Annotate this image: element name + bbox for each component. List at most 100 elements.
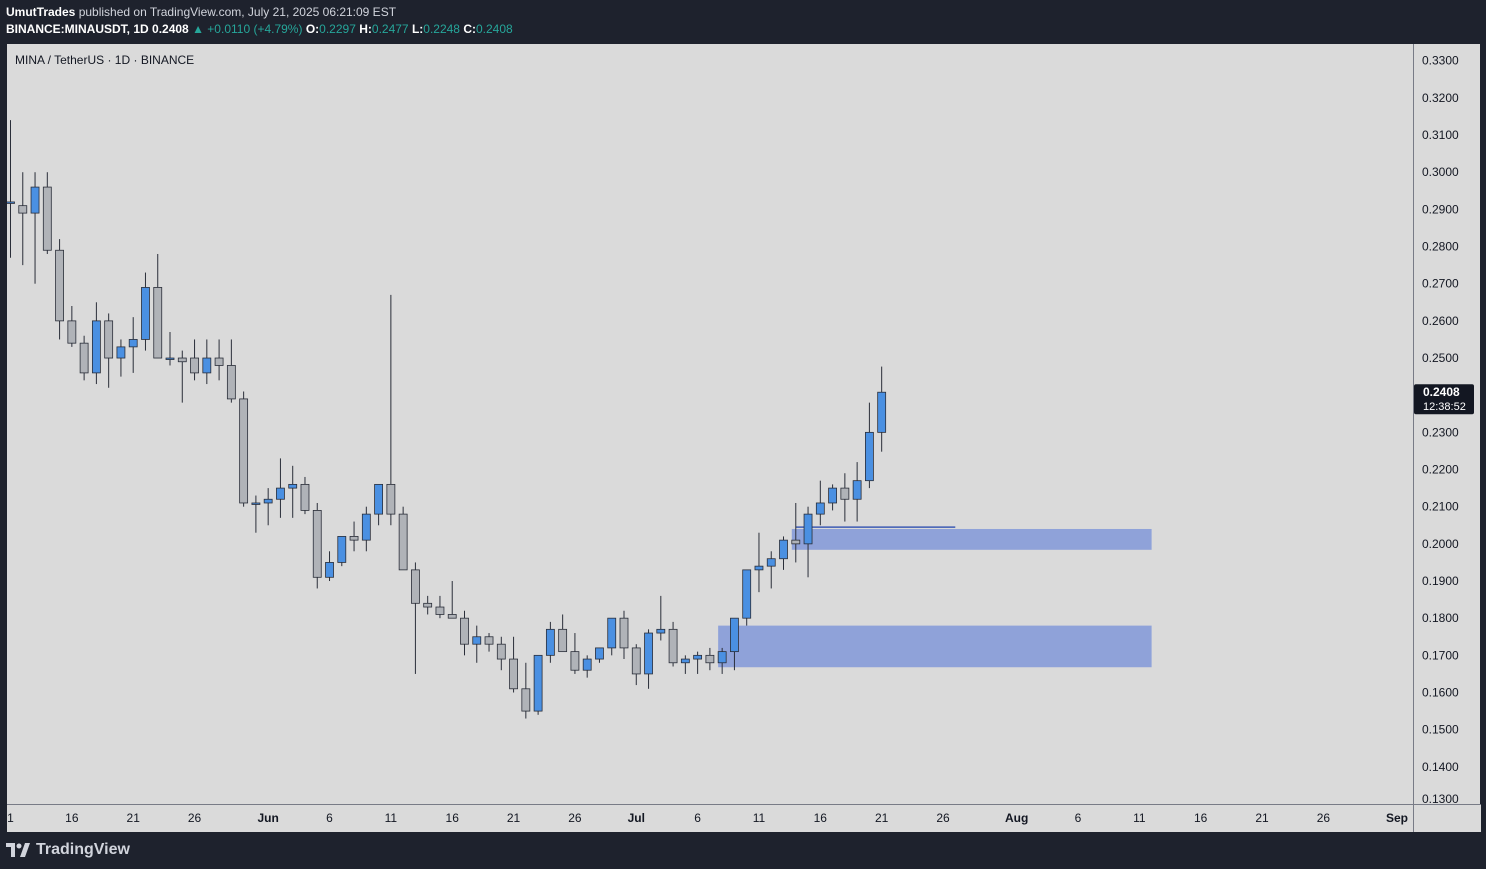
candle-body: [104, 320, 114, 359]
candle-body: [67, 320, 77, 344]
candle-body: [288, 483, 298, 489]
candle-body: [30, 186, 40, 214]
low-value: 0.2248: [423, 22, 460, 36]
candle-body: [521, 688, 531, 712]
x-tick-label: 21: [507, 811, 521, 825]
candle: [263, 488, 273, 526]
candle: [730, 617, 739, 671]
candle: [496, 636, 506, 671]
candle: [153, 253, 163, 359]
tradingview-logo-icon: [6, 843, 30, 857]
candle: [595, 647, 604, 663]
candle-body: [533, 654, 543, 712]
candle-body: [141, 287, 150, 340]
candle: [337, 536, 347, 567]
last-price-tag-value: 0.2408: [1423, 385, 1460, 399]
candle-body: [190, 357, 199, 374]
candle: [570, 633, 580, 674]
x-tick-label: 26: [1317, 811, 1331, 825]
symbol-info: BINANCE:MINAUSDT, 1D 0.2408 ▲ +0.0110 (+…: [6, 22, 513, 36]
candle-body: [349, 536, 359, 541]
candle-body: [165, 357, 175, 360]
candle-body: [374, 483, 384, 515]
x-tick-label: 21: [1255, 811, 1269, 825]
y-tick-label: 0.3200: [1422, 91, 1459, 105]
candle-body: [7, 201, 15, 204]
candle-body: [607, 617, 617, 649]
candle-body: [325, 562, 334, 578]
candle: [754, 532, 764, 593]
y-tick-label: 0.1300: [1422, 792, 1459, 806]
candle-body: [251, 502, 261, 505]
candle: [42, 172, 52, 254]
candle-body: [877, 391, 887, 433]
x-tick-label: Sep: [1386, 811, 1408, 825]
y-tick-label: 0.2600: [1422, 314, 1459, 328]
publish-text: published on TradingView.com, July 21, 2…: [78, 5, 397, 19]
candle-body: [276, 487, 285, 500]
chart-title: MINA / TetherUS · 1D · BINANCE: [15, 53, 195, 67]
candle: [411, 562, 420, 674]
candle-body: [852, 480, 862, 500]
candle: [742, 569, 752, 626]
candle-body: [460, 617, 469, 645]
candle-body: [361, 513, 371, 541]
candle: [545, 621, 555, 663]
candle: [128, 317, 138, 373]
author-name[interactable]: UmutTrades: [6, 5, 76, 19]
axis-corner: [1413, 804, 1481, 832]
candle: [509, 636, 518, 693]
candle-body: [239, 398, 249, 504]
candle-body: [337, 536, 347, 563]
candle: [766, 551, 776, 589]
candle-body: [484, 636, 494, 645]
y-tick-label: 0.2100: [1422, 500, 1459, 514]
x-tick-label: Jul: [628, 811, 645, 825]
candle: [619, 610, 629, 660]
candle-body: [595, 647, 604, 660]
candle: [779, 536, 788, 570]
candle-body: [435, 606, 445, 615]
candle-body: [668, 628, 678, 664]
x-tick-label: 21: [875, 811, 889, 825]
candle-body: [840, 487, 850, 500]
candle-body: [754, 565, 764, 571]
candle-body: [472, 636, 482, 645]
candle: [705, 647, 715, 671]
candle-body: [558, 628, 568, 653]
candle: [325, 551, 334, 582]
candle: [668, 621, 678, 667]
candle-body: [656, 628, 666, 634]
up-triangle-icon: ▲: [192, 22, 204, 36]
tradingview-brand[interactable]: TradingView: [6, 841, 130, 859]
candle-body: [300, 483, 310, 511]
candle-body: [815, 502, 825, 515]
y-tick-label: 0.1500: [1422, 723, 1459, 737]
candle: [791, 502, 801, 563]
price-axis[interactable]: [1413, 44, 1480, 804]
y-tick-label: 0.3100: [1422, 128, 1459, 142]
x-tick-label: 11: [385, 811, 398, 825]
candle-body: [742, 569, 752, 619]
candle-body: [447, 614, 457, 619]
candle: [582, 655, 592, 678]
y-tick-label: 0.1900: [1422, 574, 1459, 588]
candle-body: [398, 513, 408, 571]
candle-body: [717, 651, 727, 664]
y-tick-label: 0.1400: [1422, 760, 1459, 774]
candle: [828, 484, 837, 511]
time-axis[interactable]: [7, 804, 1479, 832]
symbol-name: BINANCE:MINAUSDT, 1D: [6, 22, 149, 36]
candle-body: [865, 431, 874, 482]
candle: [447, 581, 457, 619]
candle: [607, 617, 617, 656]
candle: [141, 272, 150, 351]
x-tick-label: 26: [188, 811, 202, 825]
x-tick-label: 6: [326, 811, 333, 825]
candle: [7, 120, 15, 258]
candle-body: [79, 342, 89, 374]
candle: [865, 402, 874, 489]
candle-body: [411, 569, 420, 604]
candle: [91, 302, 101, 385]
candle: [202, 339, 212, 385]
